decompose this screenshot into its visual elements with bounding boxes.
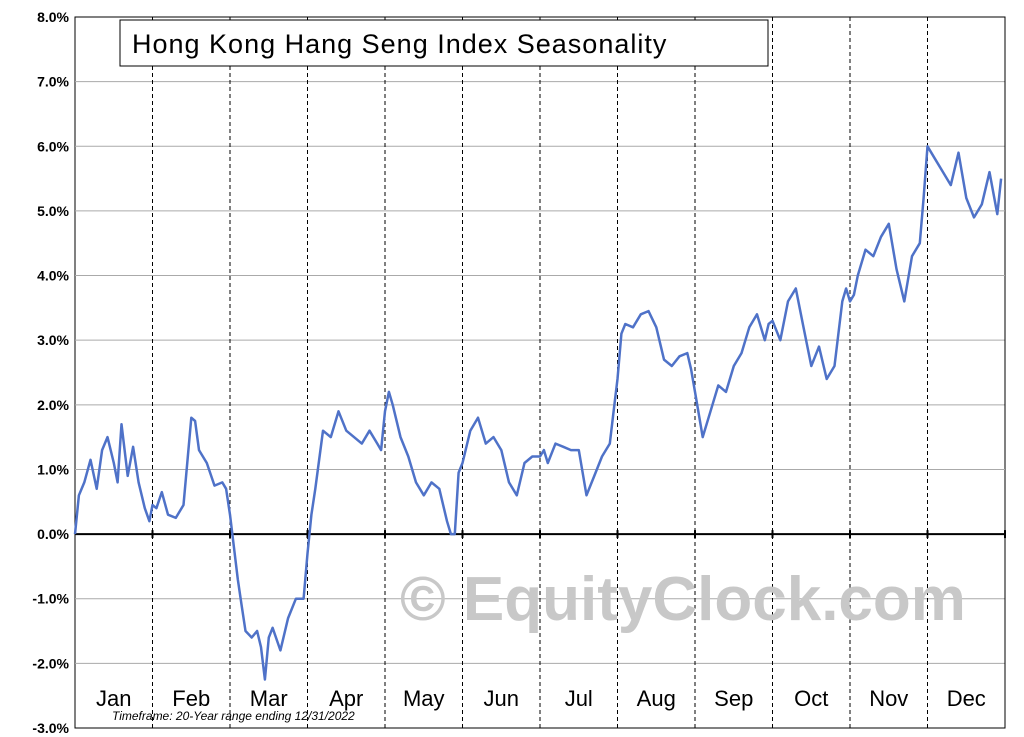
x-tick-label-dec: Dec: [947, 686, 986, 711]
series-line-0: [73, 145, 1003, 681]
x-tick-label-apr: Apr: [329, 686, 363, 711]
y-tick-label: -1.0%: [32, 591, 69, 607]
x-tick-label-aug: Aug: [637, 686, 676, 711]
timeframe-note: Timeframe: 20-Year range ending 12/31/20…: [112, 709, 355, 723]
y-tick-label: 1.0%: [37, 461, 69, 477]
chart-title: Hong Kong Hang Seng Index Seasonality: [132, 29, 667, 59]
x-tick-label-may: May: [403, 686, 445, 711]
x-tick-label-mar: Mar: [250, 686, 288, 711]
y-tick-label: -2.0%: [32, 655, 69, 671]
x-axis-month-labels: Jan Feb Mar Apr May Jun Jul Aug Sep Oct Nov Dec: [96, 686, 986, 711]
y-tick-label: 5.0%: [37, 203, 69, 219]
chart-title-box: Hong Kong Hang Seng Index Seasonality: [119, 19, 769, 67]
x-tick-label-sep: Sep: [714, 686, 753, 711]
x-tick-label-jul: Jul: [565, 686, 593, 711]
plot-area: [74, 16, 1006, 729]
y-tick-label: 3.0%: [37, 332, 69, 348]
x-tick-label-jun: Jun: [484, 686, 519, 711]
y-tick-label: 8.0%: [37, 9, 69, 25]
y-tick-label: -3.0%: [32, 720, 69, 736]
y-tick-label: 6.0%: [37, 138, 69, 154]
x-tick-label-feb: Feb: [172, 686, 210, 711]
series-layer: [73, 145, 1003, 681]
watermark: © EquityClock.com: [400, 565, 966, 634]
y-tick-label: 7.0%: [37, 74, 69, 90]
y-tick-label: 0.0%: [37, 526, 69, 542]
x-tick-label-oct: Oct: [794, 686, 828, 711]
y-tick-label: 2.0%: [37, 397, 69, 413]
y-tick-label: 4.0%: [37, 268, 69, 284]
x-tick-label-nov: Nov: [869, 686, 908, 711]
x-tick-label-jan: Jan: [96, 686, 131, 711]
title-frame: [119, 19, 769, 67]
y-axis-ticks: 8.0% 7.0% 6.0% 5.0% 4.0% 3.0% 2.0% 1.0% 0.0% -1.0…: [32, 9, 69, 736]
